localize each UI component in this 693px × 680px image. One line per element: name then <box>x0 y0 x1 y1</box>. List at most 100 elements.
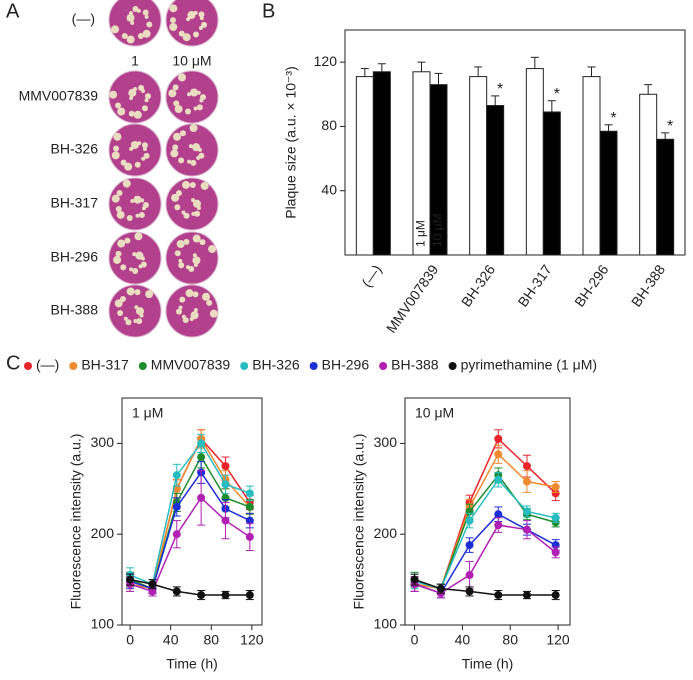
plaque-spot <box>171 193 180 202</box>
plaque-spot <box>132 267 139 274</box>
plaque-spot <box>181 210 186 215</box>
plaque-spot <box>192 143 201 152</box>
plaque-spot <box>184 108 191 115</box>
data-point <box>197 453 206 462</box>
plaque-spot <box>116 189 123 196</box>
plaque-spot <box>135 213 140 218</box>
plaque-spot <box>113 132 122 141</box>
plaque-spot <box>113 255 122 264</box>
data-point <box>465 571 474 580</box>
plaque-spot <box>174 204 181 211</box>
row-label: BH-317 <box>51 195 99 211</box>
plaque-spot <box>199 98 204 103</box>
data-point <box>172 530 181 539</box>
plaque-spot <box>109 90 118 99</box>
plaque-spot <box>123 316 128 321</box>
legend-label: BH-388 <box>391 357 439 373</box>
data-point <box>494 591 503 600</box>
plaque-spot <box>111 194 120 203</box>
plaque-spot <box>185 289 194 298</box>
legend-marker <box>240 362 249 370</box>
plaque-spot <box>114 299 123 308</box>
plaque-spot <box>129 267 134 272</box>
data-point <box>221 480 230 489</box>
plaque-spot <box>126 215 133 222</box>
data-point <box>221 462 230 471</box>
plaque-spot <box>132 252 137 257</box>
row-label: BH-388 <box>51 302 99 318</box>
x-tick-label: 80 <box>502 632 518 648</box>
plaque-spot <box>117 107 126 116</box>
x-tick-label: 0 <box>126 632 134 648</box>
legend-label: (—) <box>36 357 59 373</box>
plaque-spot <box>187 92 192 97</box>
x-tick-label: 120 <box>546 632 570 648</box>
plaque-spot <box>130 199 135 204</box>
x-axis-label: Time (h) <box>166 656 218 672</box>
plaque-spot <box>192 291 199 298</box>
plaque-spot <box>178 73 187 82</box>
plaque-spot <box>126 35 135 44</box>
data-point <box>494 434 503 443</box>
data-point <box>551 591 560 600</box>
row-label: MMV007839 <box>19 88 99 104</box>
plaque-spot <box>142 206 147 211</box>
plaque-spot <box>125 319 132 326</box>
plaque-spot <box>172 84 179 91</box>
y-tick-label: 80 <box>321 117 337 133</box>
panel-label: A <box>6 0 20 22</box>
data-point <box>551 548 560 557</box>
plaque-spot <box>176 308 183 315</box>
legend-label: 1 μM <box>414 220 428 247</box>
x-tick-label: (—) <box>358 262 384 290</box>
data-point <box>197 493 206 502</box>
plaque-spot <box>181 180 190 189</box>
data-point <box>494 521 503 530</box>
plaque-spot <box>120 159 127 166</box>
plaque-spot <box>190 88 199 97</box>
plaque-spot <box>199 16 204 21</box>
data-point <box>494 510 503 519</box>
plaque-spot <box>121 33 128 40</box>
plaque-well <box>108 177 162 231</box>
plaque-spot <box>137 32 144 39</box>
plaque-spot <box>179 296 186 303</box>
bar <box>599 130 618 256</box>
plaque-spot <box>142 9 149 16</box>
data-point <box>172 471 181 480</box>
plaque-spot <box>119 295 126 302</box>
plaque-spot <box>175 190 182 197</box>
plaque-spot <box>187 11 196 20</box>
plaque-spot <box>111 25 120 34</box>
x-tick-label: MMV007839 <box>383 262 442 336</box>
plaque-spot <box>189 182 196 189</box>
plaque-spot <box>130 20 135 25</box>
plot-frame <box>344 29 686 256</box>
y-tick-label: 120 <box>314 53 338 69</box>
plaque-spot <box>126 13 135 22</box>
series-line <box>414 453 556 590</box>
plaque-spot <box>124 237 131 244</box>
plaque-spot <box>193 308 198 313</box>
plaque-spot <box>144 98 149 103</box>
y-tick-label: 40 <box>321 181 337 197</box>
y-axis-label: Plaque size (a.u. × 10⁻³) <box>283 66 299 219</box>
plaque-spot <box>178 262 185 269</box>
plaque-spot <box>113 145 120 152</box>
plaque-spot <box>193 106 198 111</box>
x-tick-label: BH-296 <box>571 261 611 309</box>
data-point <box>494 475 503 484</box>
plaque-spot <box>145 290 154 299</box>
plaque-spot <box>178 258 183 263</box>
plaque-spot <box>129 95 134 100</box>
plaque-spot <box>142 147 147 152</box>
data-point <box>245 532 254 541</box>
plaque-spot <box>187 159 192 164</box>
plaque-spot <box>114 102 121 109</box>
row-label: BH-296 <box>51 249 99 265</box>
plaque-spot <box>191 211 196 216</box>
significance-mark: * <box>610 110 616 127</box>
x-tick-label: BH-326 <box>458 261 498 309</box>
panel-label: B <box>262 0 275 22</box>
data-point <box>465 541 474 550</box>
